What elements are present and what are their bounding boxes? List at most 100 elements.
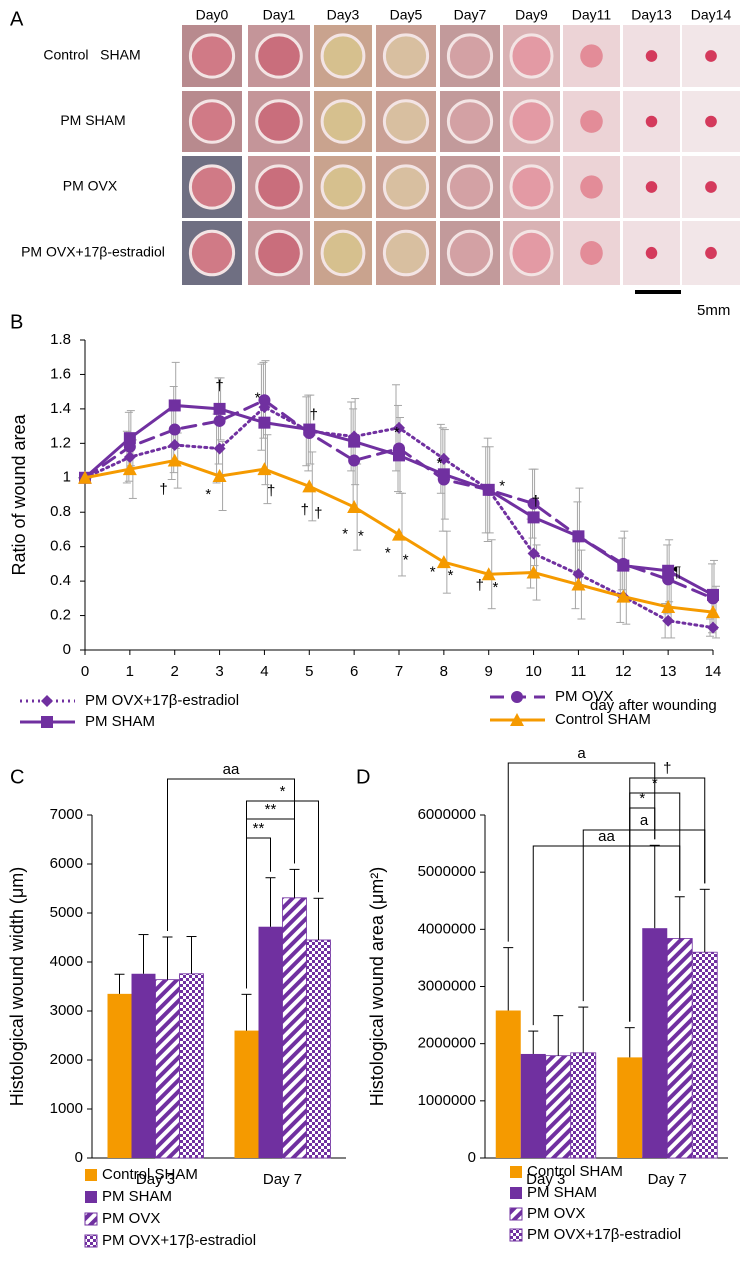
legend-label: PM OVX+17β-estradiol (527, 1226, 681, 1243)
significance-mark: † (301, 501, 309, 518)
error-bar (289, 868, 300, 898)
y-tick-label: 2000 (50, 1051, 83, 1068)
bar (520, 1053, 546, 1158)
y-tick-label: 4000 (50, 953, 83, 970)
wound-photo (623, 25, 680, 87)
bracket-line (629, 807, 656, 1022)
marker (393, 449, 405, 462)
bar (107, 993, 132, 1158)
day-label: Day14 (691, 7, 732, 23)
wound (320, 229, 366, 277)
wound (645, 50, 658, 62)
bracket-label: a (577, 745, 586, 762)
wound (320, 164, 366, 210)
legend-label: PM SHAM (527, 1184, 597, 1201)
wound (255, 33, 303, 79)
significance-mark: † (215, 377, 223, 394)
wound-photo (248, 156, 310, 218)
legend-label: PM OVX (102, 1210, 160, 1227)
wound (509, 229, 554, 277)
marker (572, 530, 585, 543)
wound (255, 99, 303, 144)
error-bar (578, 1006, 589, 1053)
marker (617, 559, 630, 572)
wound (382, 229, 430, 277)
y-tick-label: 5000 (50, 904, 83, 921)
marker (348, 454, 361, 467)
marker (123, 432, 136, 445)
wound (705, 181, 717, 193)
wound-photo (682, 91, 740, 152)
marker (347, 500, 362, 514)
error-bar (553, 1015, 564, 1056)
significance-mark: † (314, 505, 322, 522)
significance-mark: * (430, 563, 436, 580)
bracket-line (507, 762, 656, 942)
x-tick-label: 10 (525, 663, 542, 680)
wound-photo (503, 25, 560, 87)
wound (446, 99, 494, 144)
x-tick-label: 2 (171, 663, 179, 680)
day-label: Day13 (631, 7, 672, 23)
legend-marker (511, 691, 523, 703)
marker (437, 452, 450, 465)
wound (509, 33, 554, 79)
bracket-line (532, 845, 681, 1026)
legend-marker (41, 716, 53, 728)
y-tick-label: 1 (63, 469, 71, 486)
y-tick-label: 0 (468, 1149, 476, 1166)
bracket-label: aa (223, 761, 240, 778)
wound-photo (314, 91, 372, 152)
group-label: PM OVX (63, 178, 118, 194)
wound-photo (314, 156, 372, 218)
wound-photo (563, 91, 620, 152)
legend-label: PM OVX (555, 688, 613, 705)
marker (213, 402, 226, 415)
wound (320, 99, 366, 144)
wound-photo (182, 91, 242, 152)
wound (255, 229, 303, 277)
significance-mark: * (493, 579, 499, 596)
wound-photo (376, 221, 436, 285)
bar (258, 926, 283, 1158)
error-bar (699, 888, 710, 953)
legend-swatch (510, 1187, 522, 1199)
x-tick-label: 4 (260, 663, 268, 680)
marker (167, 453, 182, 467)
significance-mark: † (310, 407, 318, 424)
marker (572, 568, 585, 581)
bar (545, 1055, 572, 1159)
wound (188, 229, 236, 277)
error-bar (528, 1030, 539, 1054)
error-bar (503, 947, 514, 1011)
day-label: Day0 (196, 7, 229, 23)
y-tick-label: 2000000 (418, 1035, 476, 1052)
error-bar (649, 844, 660, 929)
wound (705, 246, 717, 260)
wound-photo (182, 156, 242, 218)
wound (382, 99, 430, 144)
x-tick-label: 6 (350, 663, 358, 680)
significance-mark: † (159, 481, 167, 498)
wound-photo (248, 91, 310, 152)
legend-marker (510, 713, 524, 726)
wound-photo (440, 156, 500, 218)
wound-photo (248, 221, 310, 285)
significance-mark: * (342, 526, 348, 543)
wound (580, 44, 603, 68)
bracket-line (246, 837, 271, 989)
x-tick-label: 14 (705, 663, 722, 680)
significance-bracket: ** (246, 820, 271, 989)
wound-photo (182, 25, 242, 87)
wound-photo (248, 25, 310, 87)
scale-bar-label: 5mm (697, 302, 730, 319)
significance-mark: † (532, 493, 540, 510)
wound-photo (314, 221, 372, 285)
legend-swatch (510, 1166, 522, 1178)
marker (392, 527, 406, 541)
significance-bracket: aa (532, 828, 681, 1026)
wound-photo (563, 156, 620, 218)
marker (213, 442, 226, 455)
group-label: PM SHAM (60, 112, 125, 128)
